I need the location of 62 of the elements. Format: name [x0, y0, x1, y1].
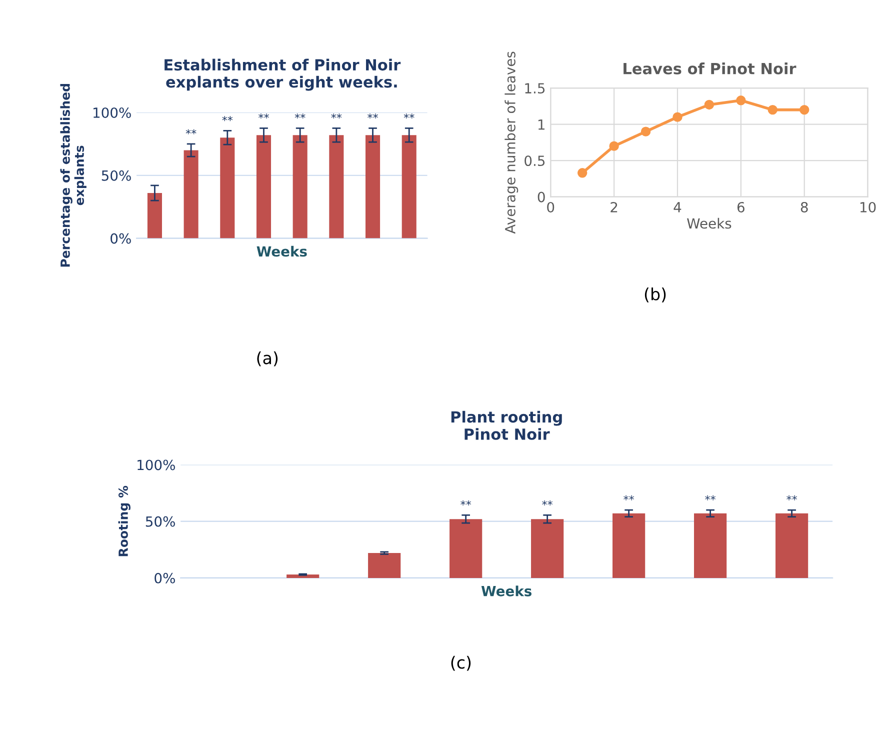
- bar: [366, 135, 380, 238]
- bar: [147, 192, 162, 238]
- x-tick-label: 10: [860, 202, 876, 212]
- bar: [329, 135, 344, 238]
- data-label: **: [705, 495, 716, 500]
- point: [768, 104, 778, 115]
- x-tick-label: 8: [800, 202, 808, 212]
- x-axis-title: Weeks: [256, 246, 307, 257]
- x-axis-title: Weeks: [687, 218, 732, 229]
- bar: [531, 519, 564, 578]
- point: [609, 141, 619, 151]
- point: [577, 168, 588, 178]
- y-tick-label: 0.5: [524, 156, 545, 166]
- bar: [184, 150, 198, 238]
- bar: [256, 135, 272, 238]
- data-label: **: [368, 113, 378, 119]
- bar: [450, 519, 482, 578]
- x-tick-label: 6: [737, 202, 744, 212]
- chart-title: Establishment of Pinor Noir explants over eight weeks.: [164, 58, 401, 91]
- data-label: **: [404, 113, 414, 119]
- y-tick-label: 1: [538, 119, 544, 130]
- y-tick-label: 0: [538, 192, 545, 202]
- y-tick-label: 0%: [154, 572, 175, 584]
- data-label: **: [460, 500, 472, 506]
- y-tick-label: 50%: [146, 516, 175, 527]
- y-tick-label: 100%: [138, 460, 175, 470]
- bar: [402, 135, 416, 238]
- y-axis-title: Percentage of established explants: [60, 84, 86, 267]
- text: (c): [451, 656, 471, 671]
- x-axis-title: Weeks: [481, 586, 532, 596]
- data-label: **: [294, 113, 306, 119]
- bar: [776, 513, 808, 578]
- point: [640, 126, 651, 136]
- x-tick-label: 2: [610, 202, 618, 212]
- y-tick-label: 1.5: [525, 83, 545, 94]
- x-tick-label: 4: [674, 202, 682, 212]
- y-axis-title: Average number of leaves: [504, 52, 518, 234]
- text: (a): [257, 351, 278, 366]
- data-label: **: [222, 116, 233, 122]
- chart-title: Leaves of Pinot Noir: [624, 62, 796, 74]
- point: [704, 100, 714, 110]
- data-label: **: [786, 495, 798, 500]
- data-label: **: [258, 113, 269, 119]
- point: [799, 104, 810, 115]
- chart-title: Plant rooting Pinot Noir: [451, 410, 562, 440]
- y-tick-label: 0%: [110, 233, 131, 244]
- bar: [612, 513, 646, 578]
- data-label: **: [186, 129, 196, 134]
- bar: [292, 135, 308, 238]
- point: [672, 112, 682, 122]
- point: [736, 96, 746, 106]
- y-tick-label: 50%: [102, 170, 131, 181]
- bar: [368, 553, 401, 578]
- bar: [220, 138, 235, 238]
- data-label: **: [542, 500, 553, 506]
- x-tick-label: 0: [547, 202, 554, 212]
- data-label: **: [624, 495, 634, 500]
- y-axis-title: Rooting %: [118, 486, 130, 556]
- text: (b): [644, 288, 666, 302]
- bar: [694, 513, 727, 578]
- data-label: **: [331, 113, 342, 119]
- y-tick-label: 100%: [94, 107, 131, 118]
